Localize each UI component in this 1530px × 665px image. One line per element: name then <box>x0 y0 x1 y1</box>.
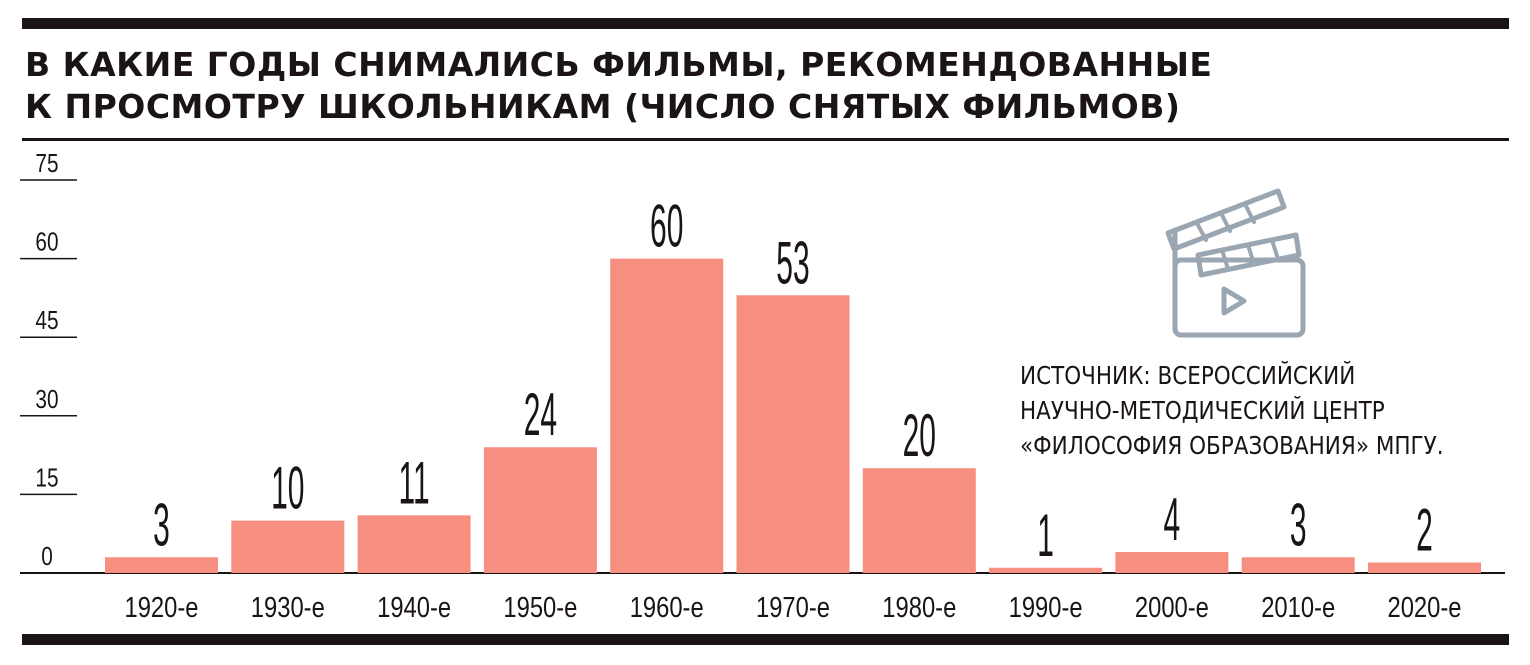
bar <box>1115 552 1229 573</box>
bar-value-label: 20 <box>903 403 936 470</box>
source-line-3: «ФИЛОСОФИЯ ОБРАЗОВАНИЯ» МПГУ. <box>1020 431 1444 460</box>
bar <box>231 520 345 573</box>
x-category-label: 2000-е <box>1135 591 1209 624</box>
x-category-label: 2020-е <box>1388 591 1462 624</box>
source-note: ИСТОЧНИК: ВСЕРОССИЙСКИЙ НАУЧНО-МЕТОДИЧЕС… <box>1020 358 1515 463</box>
bar <box>105 557 218 573</box>
chart-title: В КАКИЕ ГОДЫ СНИМАЛИСЬ ФИЛЬМЫ, РЕКОМЕНДО… <box>25 44 1445 128</box>
source-line-1: ИСТОЧНИК: ВСЕРОССИЙСКИЙ <box>1020 361 1356 390</box>
top-rule <box>22 18 1509 29</box>
bar-value-label: 60 <box>650 193 683 260</box>
y-tick-label: 30 <box>35 385 58 414</box>
bar-value-label: 24 <box>524 382 557 449</box>
bar <box>483 447 597 573</box>
chart-title-line-2: К ПРОСМОТРУ ШКОЛЬНИКАМ (ЧИСЛО СНЯТЫХ ФИЛ… <box>25 87 1181 126</box>
y-tick-label: 0 <box>41 542 53 571</box>
x-category-label: 1920-е <box>125 591 199 624</box>
bar-value-label: 3 <box>1290 492 1307 559</box>
bar <box>610 258 724 573</box>
x-category-label: 1930-е <box>251 591 325 624</box>
x-category-label: 1970-е <box>756 591 830 624</box>
x-category-label: 1940-е <box>377 591 451 624</box>
x-category-label: 1960-е <box>630 591 704 624</box>
y-tick-label: 75 <box>35 149 58 178</box>
y-tick-label: 15 <box>35 463 58 492</box>
x-category-label: 2010-е <box>1261 591 1335 624</box>
bar-value-label: 1 <box>1037 503 1054 570</box>
bar <box>989 567 1103 573</box>
x-category-label: 1950-е <box>503 591 577 624</box>
source-line-2: НАУЧНО-МЕТОДИЧЕСКИЙ ЦЕНТР <box>1020 396 1385 425</box>
bar-value-label: 3 <box>153 492 170 559</box>
bar-value-label: 2 <box>1416 497 1433 564</box>
y-tick-label: 60 <box>35 227 58 256</box>
bar <box>357 515 471 573</box>
bar-value-label: 11 <box>399 450 430 517</box>
bar <box>736 295 850 573</box>
bar-value-label: 4 <box>1164 487 1181 554</box>
x-category-label: 1980-е <box>882 591 956 624</box>
film-clapperboard-icon <box>1160 185 1310 340</box>
bar <box>1241 557 1355 573</box>
x-category-label: 1990-е <box>1009 591 1083 624</box>
y-tick-label: 45 <box>35 306 58 335</box>
chart-title-line-1: В КАКИЕ ГОДЫ СНИМАЛИСЬ ФИЛЬМЫ, РЕКОМЕНДО… <box>25 45 1213 84</box>
title-rule <box>22 138 1509 141</box>
bar-value-label: 10 <box>271 455 304 522</box>
bar <box>1368 562 1481 573</box>
bar-value-label: 53 <box>776 230 809 297</box>
bar <box>862 468 976 573</box>
bottom-rule <box>22 634 1509 645</box>
